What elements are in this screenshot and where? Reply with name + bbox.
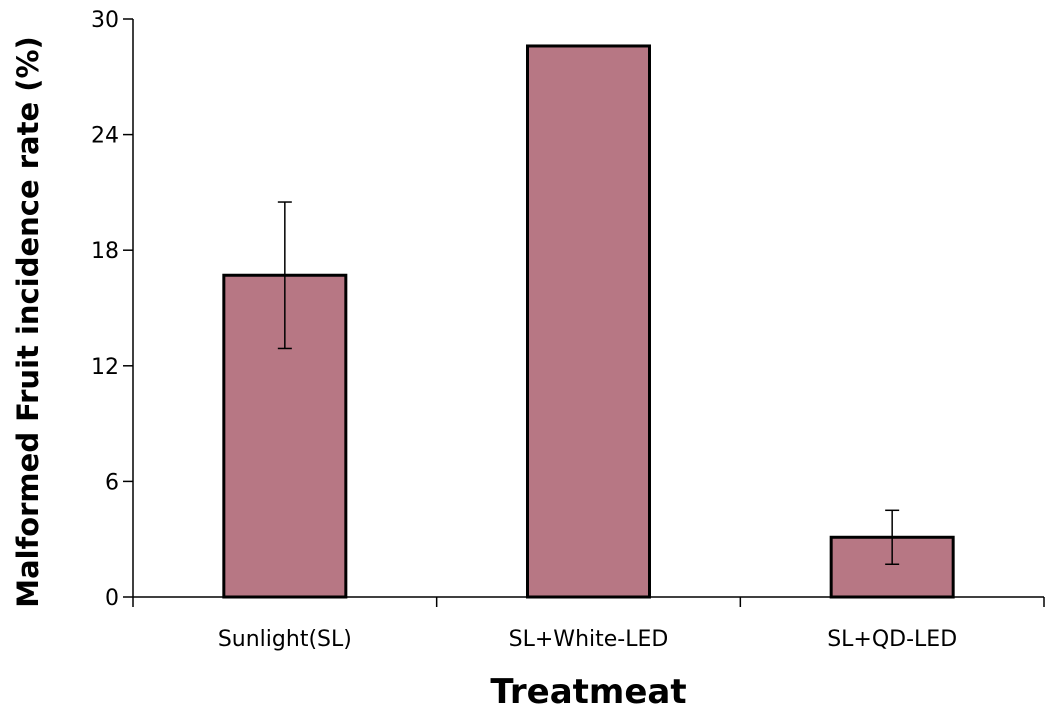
x-category-label: Sunlight(SL) — [218, 627, 352, 652]
axes-group — [132, 19, 1044, 598]
y-axis-title: Malformed Fruit incidence rate (%) — [11, 36, 45, 608]
y-tick-label: 30 — [91, 8, 119, 33]
x-category-label: SL+QD-LED — [827, 627, 957, 652]
bars-group — [222, 44, 955, 599]
y-tick-label: 0 — [105, 586, 119, 611]
y-tick-label: 12 — [91, 355, 119, 380]
x-ticks-group — [132, 597, 1045, 607]
bar-2 — [526, 44, 651, 599]
y-tick-label: 6 — [105, 470, 119, 495]
category-labels-group: Sunlight(SL) SL+White-LED SL+QD-LED — [218, 627, 957, 652]
y-ticks-group: 0 6 12 18 24 30 — [91, 8, 133, 611]
x-category-label: SL+White-LED — [509, 627, 669, 652]
y-tick-label: 18 — [91, 239, 119, 264]
error-bars-group — [277, 201, 900, 565]
y-tick-label: 24 — [91, 124, 119, 149]
x-axis-title: Treatmeat — [490, 672, 686, 712]
